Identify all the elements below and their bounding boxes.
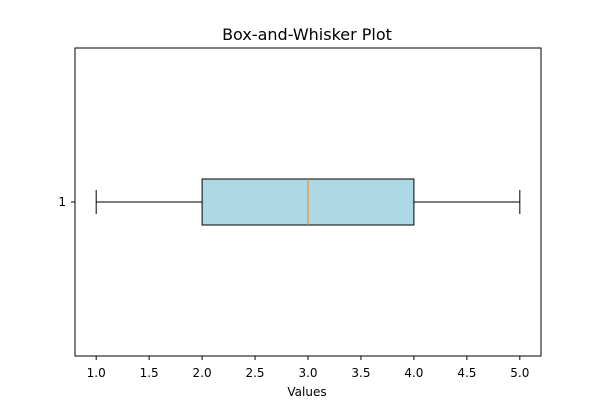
x-axis: 1.0 1.5 2.0 2.5 3.0 3.5 4.0 4.5 5.0 (87, 356, 529, 380)
y-tick-label-0: 1 (58, 195, 66, 209)
x-tick-label-2: 2.0 (193, 366, 212, 380)
x-tick-label-8: 5.0 (510, 366, 529, 380)
x-tick-label-6: 4.0 (404, 366, 423, 380)
x-tick-label-7: 4.5 (457, 366, 476, 380)
x-axis-label: Values (287, 385, 326, 399)
chart-title: Box-and-Whisker Plot (222, 25, 392, 44)
x-tick-label-5: 3.5 (351, 366, 370, 380)
x-tick-label-1: 1.5 (140, 366, 159, 380)
y-axis: 1 (58, 195, 75, 209)
x-tick-label-0: 1.0 (87, 366, 106, 380)
x-tick-label-4: 3.0 (298, 366, 317, 380)
x-tick-label-3: 2.5 (245, 366, 264, 380)
box-series (95, 178, 521, 226)
